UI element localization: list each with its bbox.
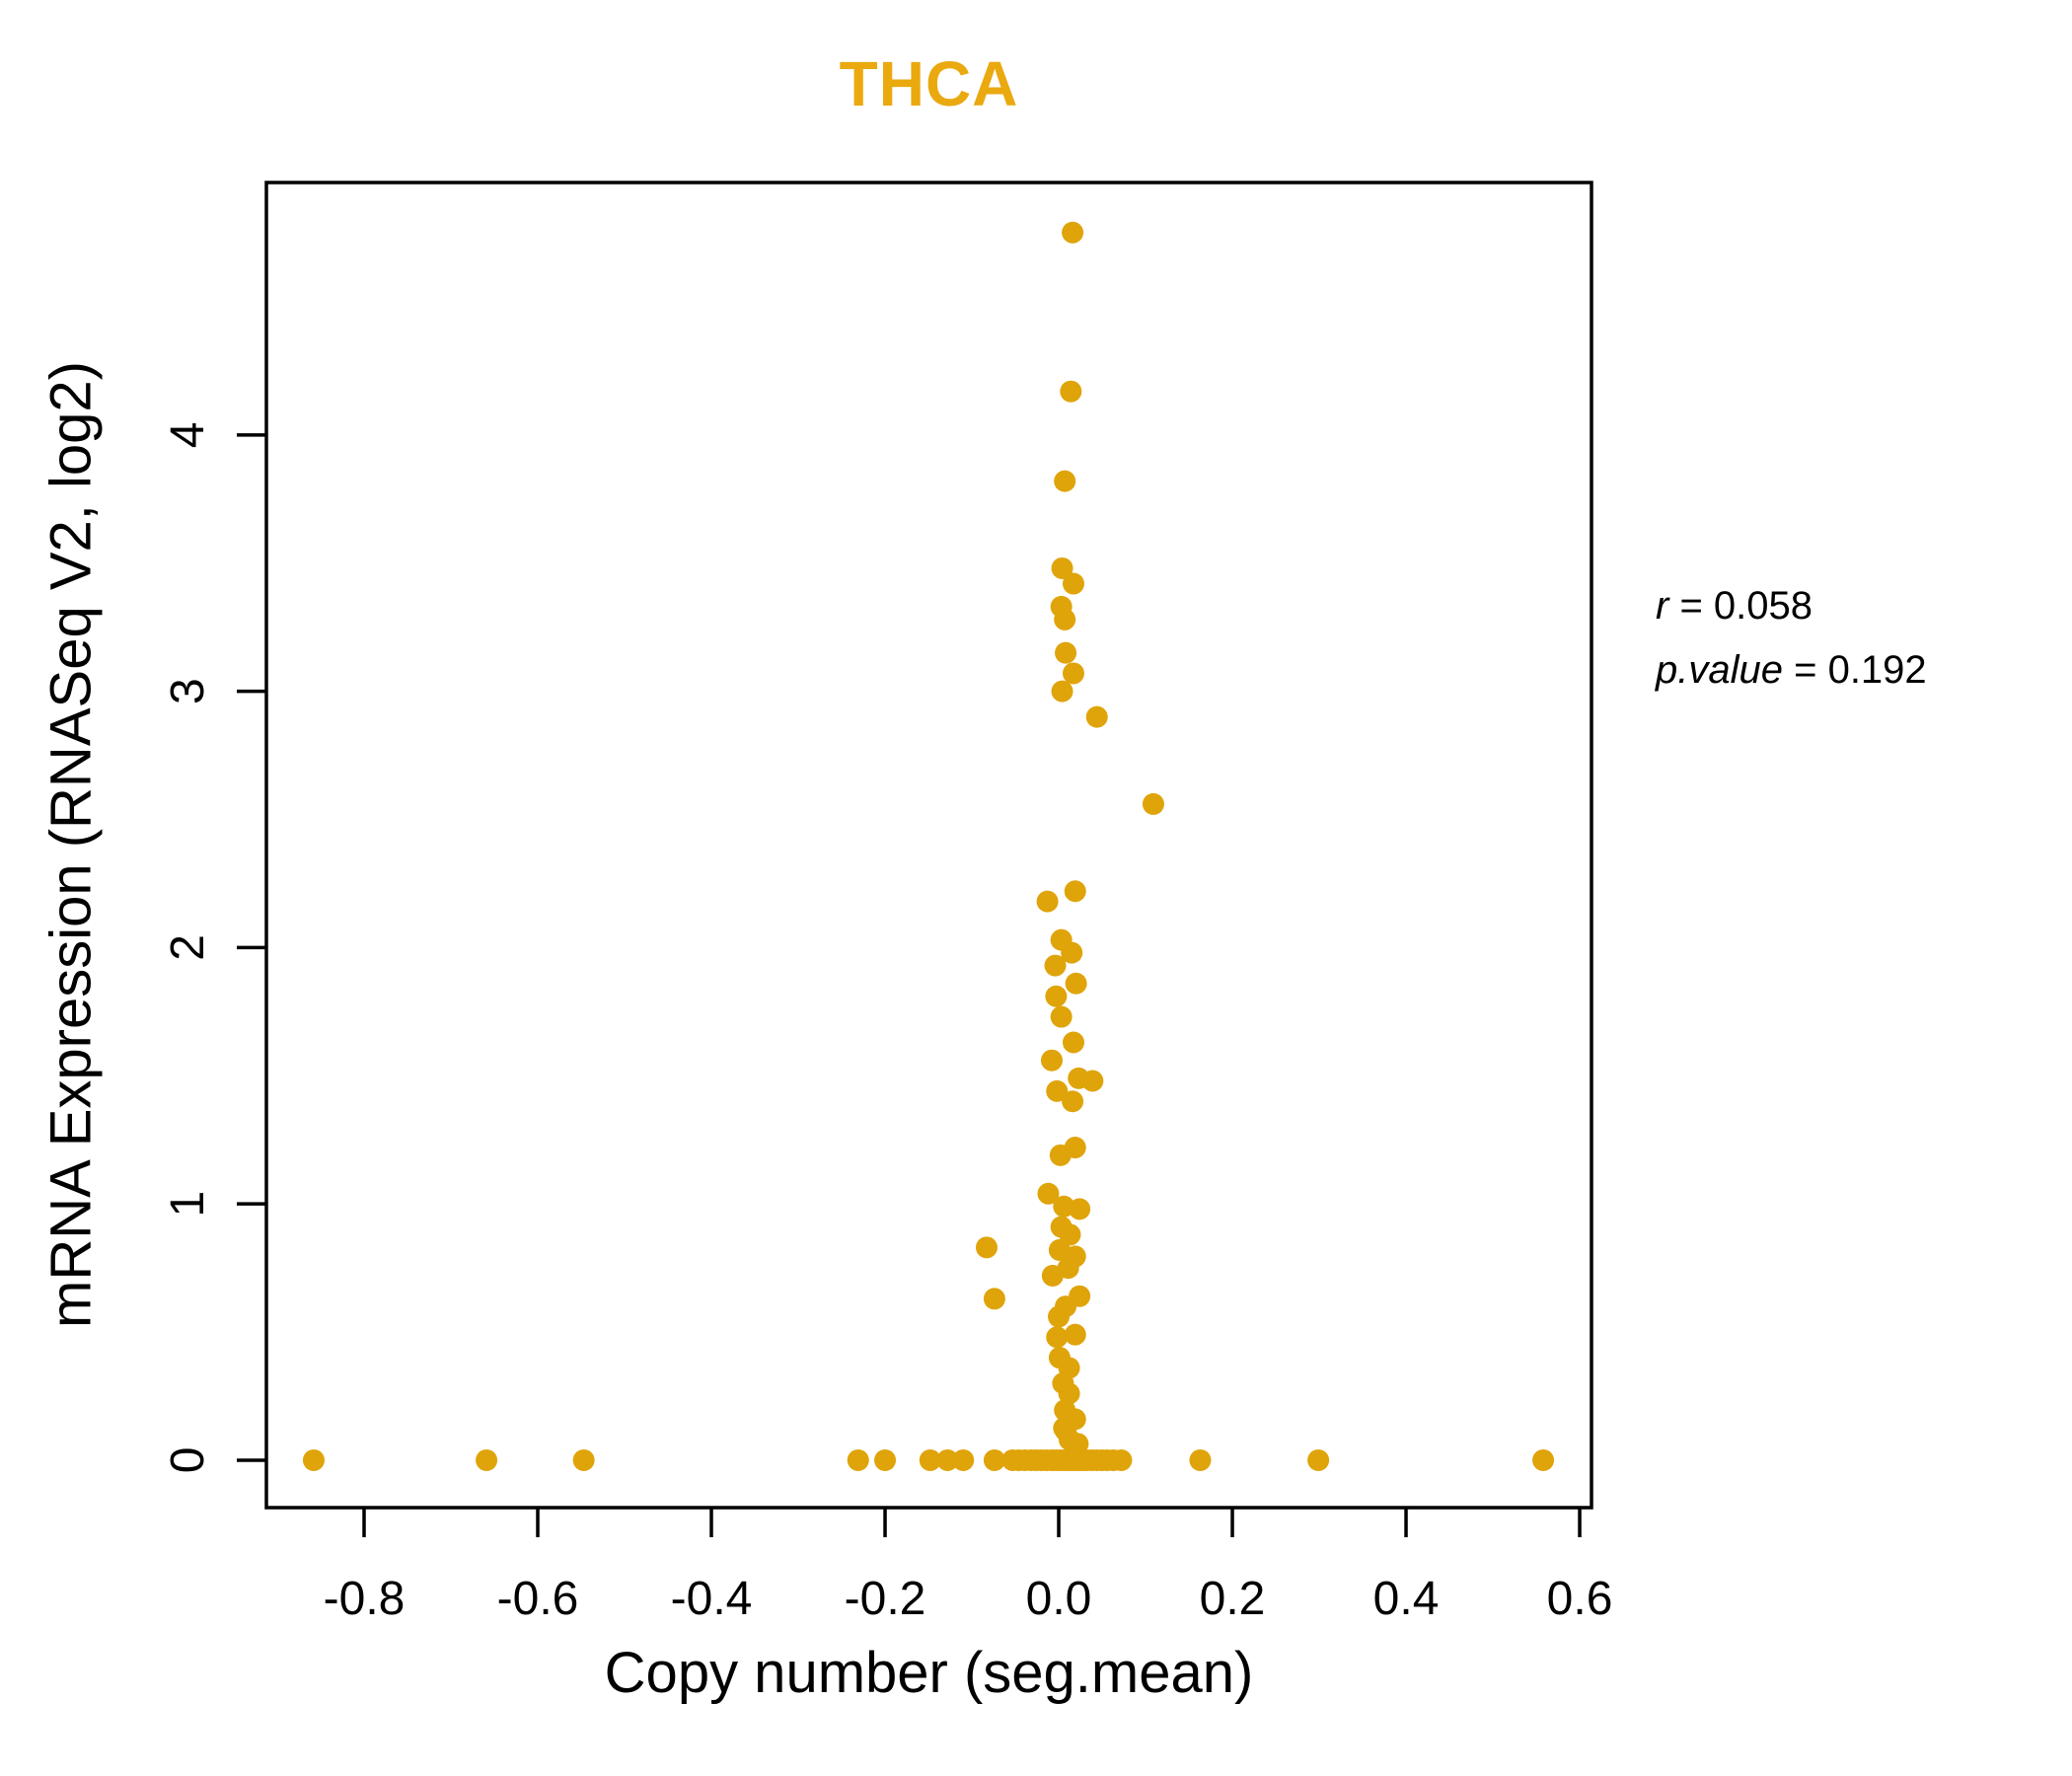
data-point — [1069, 1198, 1091, 1221]
p-value-text: p.value = 0.192 — [1656, 638, 1927, 703]
data-point — [1049, 1144, 1072, 1166]
data-point — [1040, 1049, 1063, 1072]
data-point — [1041, 1264, 1064, 1287]
data-point — [1065, 972, 1087, 995]
data-point — [1050, 1005, 1073, 1028]
data-point — [983, 1288, 1005, 1310]
data-point — [1062, 221, 1084, 244]
x-tick-label: 0.2 — [1200, 1573, 1266, 1625]
data-point — [1064, 880, 1086, 903]
data-point — [1062, 572, 1084, 595]
data-point — [1058, 1382, 1080, 1405]
data-point — [572, 1448, 595, 1471]
data-point — [1062, 1031, 1084, 1054]
y-tick-label: 3 — [162, 678, 214, 704]
x-axis-label: Copy number (seg.mean) — [604, 1641, 1254, 1705]
data-point — [847, 1448, 869, 1471]
data-point — [1189, 1448, 1212, 1471]
data-point — [1059, 1223, 1081, 1246]
data-point — [1081, 1070, 1104, 1092]
data-point — [1054, 470, 1076, 492]
data-point — [919, 1448, 941, 1471]
data-point — [952, 1448, 975, 1471]
data-point — [1062, 1090, 1084, 1113]
x-tick-label: -0.2 — [845, 1573, 926, 1625]
data-point — [1036, 890, 1059, 913]
data-point — [1064, 1323, 1086, 1346]
x-tick-label: -0.6 — [497, 1573, 579, 1625]
data-point — [1307, 1448, 1330, 1471]
y-tick-label: 4 — [162, 422, 214, 449]
y-axis-label: mRNA Expression (RNASeq V2, log2) — [38, 361, 104, 1328]
data-point — [1048, 1305, 1071, 1328]
data-point — [975, 1236, 998, 1259]
data-point — [1054, 608, 1076, 630]
x-tick-label: -0.4 — [671, 1573, 753, 1625]
data-point — [1142, 792, 1164, 815]
x-tick-label: 0.0 — [1026, 1573, 1092, 1625]
data-point — [302, 1448, 325, 1471]
data-point — [1037, 1182, 1060, 1205]
y-tick-label: 1 — [162, 1191, 214, 1218]
data-point — [983, 1448, 1005, 1471]
data-point — [1055, 641, 1077, 664]
data-point — [1051, 680, 1073, 703]
x-tick-label: 0.6 — [1547, 1573, 1613, 1625]
data-point — [1061, 941, 1083, 964]
data-point — [1044, 954, 1067, 977]
y-tick-label: 0 — [162, 1447, 214, 1474]
data-point — [1062, 662, 1084, 685]
data-point — [1046, 1326, 1069, 1349]
x-tick-label: 0.4 — [1373, 1573, 1440, 1625]
data-point — [1051, 556, 1073, 579]
data-point — [1046, 1079, 1069, 1102]
y-tick-label: 2 — [162, 934, 214, 961]
r-value: = 0.058 — [1668, 584, 1813, 628]
data-point — [1085, 705, 1108, 728]
chart-title: THCA — [839, 48, 1019, 119]
data-point — [1110, 1448, 1133, 1471]
r-symbol: r — [1656, 584, 1669, 628]
correlation-annotation: r = 0.058 p.value = 0.192 — [1656, 574, 1927, 703]
data-point — [1060, 380, 1082, 403]
p-value: = 0.192 — [1782, 647, 1927, 692]
data-point — [936, 1448, 959, 1471]
r-value-text: r = 0.058 — [1656, 574, 1927, 638]
data-point — [476, 1448, 498, 1471]
data-point — [874, 1448, 897, 1471]
data-point — [1045, 985, 1068, 1007]
p-symbol: p.value — [1656, 647, 1783, 692]
data-point — [1532, 1448, 1555, 1471]
plot-frame — [264, 181, 1593, 1510]
x-tick-label: -0.8 — [324, 1573, 406, 1625]
data-point — [1067, 1433, 1089, 1455]
